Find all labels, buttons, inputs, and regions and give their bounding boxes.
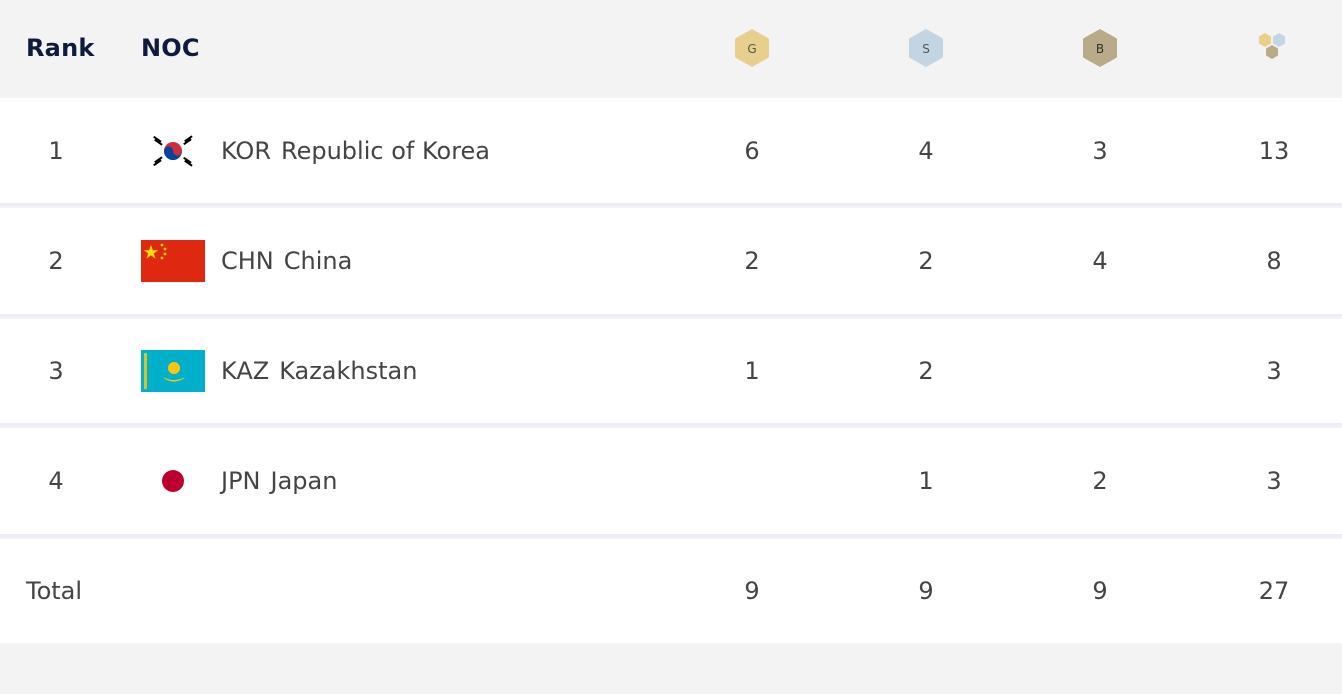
- bronze-letter: B: [1096, 42, 1104, 56]
- grand-total: 27: [1258, 577, 1290, 605]
- table-row[interactable]: 2 CHN China 2 2 4 8: [0, 208, 1342, 317]
- noc-code: CHN: [221, 247, 274, 275]
- noc-code: KAZ: [221, 357, 270, 385]
- bronze-count: 3: [1092, 136, 1108, 165]
- noc-cell: KAZ Kazakhstan: [141, 319, 417, 423]
- china-flag-icon: [141, 240, 205, 282]
- noc-code: KOR: [221, 136, 271, 165]
- japan-flag-icon: [141, 460, 205, 502]
- gold-column-header[interactable]: G: [730, 0, 774, 96]
- table-header: Rank NOC G S B: [0, 0, 1342, 96]
- silver-count: 2: [918, 357, 934, 385]
- gold-count: 6: [744, 136, 760, 165]
- table-row[interactable]: 4 JPN Japan 1 2 3: [0, 428, 1342, 537]
- total-count: 8: [1266, 247, 1282, 275]
- gold-total: 9: [744, 577, 760, 605]
- total-count: 3: [1266, 467, 1282, 495]
- gold-medal-icon: G: [735, 29, 769, 67]
- total-count: 3: [1266, 357, 1282, 385]
- silver-count: 4: [918, 136, 934, 165]
- bronze-total: 9: [1092, 577, 1108, 605]
- country-name[interactable]: China: [283, 247, 353, 275]
- noc-code: JPN: [221, 467, 261, 495]
- rank-cell: 3: [48, 357, 64, 385]
- noc-header-label: NOC: [141, 34, 200, 62]
- rank-header-label: Rank: [26, 34, 95, 62]
- table-row[interactable]: 1: [0, 98, 1342, 206]
- silver-total: 9: [918, 577, 934, 605]
- noc-cell: CHN China: [141, 208, 352, 314]
- bronze-count: 4: [1092, 247, 1108, 275]
- gold-count: [722, 428, 782, 534]
- gold-letter: G: [747, 42, 756, 56]
- silver-medal-icon: S: [909, 29, 943, 67]
- noc-cell: KOR Republic of Korea: [141, 98, 490, 203]
- kazakhstan-flag-icon: [141, 350, 205, 392]
- country-name[interactable]: Kazakhstan: [279, 357, 418, 385]
- rank-cell: 1: [48, 136, 64, 165]
- noc-column-header[interactable]: NOC: [141, 0, 200, 96]
- country-name[interactable]: Japan: [270, 467, 338, 495]
- south-korea-flag-icon: [141, 129, 205, 172]
- silver-letter: S: [922, 42, 930, 56]
- rank-cell: 2: [48, 247, 64, 275]
- total-medals-icon: [1259, 33, 1285, 59]
- total-count: 13: [1258, 136, 1290, 165]
- bronze-count: 2: [1092, 467, 1108, 495]
- gold-count: 2: [744, 247, 760, 275]
- silver-count: 2: [918, 247, 934, 275]
- rank-column-header[interactable]: Rank: [26, 0, 95, 96]
- rank-cell: 4: [48, 467, 64, 495]
- total-label: Total: [26, 577, 83, 605]
- country-name[interactable]: Republic of Korea: [281, 136, 491, 165]
- bronze-medal-icon: B: [1083, 29, 1117, 67]
- noc-cell: JPN Japan: [141, 428, 337, 534]
- totals-row: Total 9 9 9 27: [0, 539, 1342, 643]
- table-row[interactable]: 3 KAZ Kazakhstan 1 2 3: [0, 319, 1342, 426]
- silver-count: 1: [918, 467, 934, 495]
- silver-column-header[interactable]: S: [904, 0, 948, 96]
- bronze-count: [1070, 319, 1130, 423]
- bronze-column-header[interactable]: B: [1078, 0, 1122, 96]
- gold-count: 1: [744, 357, 760, 385]
- total-column-header[interactable]: [1254, 0, 1294, 96]
